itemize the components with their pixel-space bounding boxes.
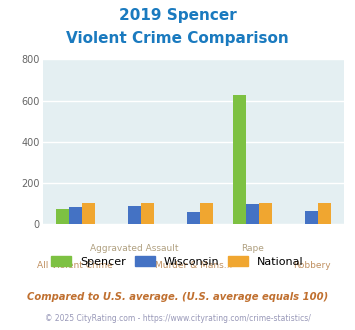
Text: Robbery: Robbery [293,260,331,270]
Bar [233,95,246,224]
Text: Rape: Rape [241,244,264,253]
Bar [200,203,213,224]
Bar [69,207,82,224]
Bar [128,206,141,224]
Text: Aggravated Assault: Aggravated Assault [90,244,179,253]
Bar [318,203,331,224]
Text: Compared to U.S. average. (U.S. average equals 100): Compared to U.S. average. (U.S. average … [27,292,328,302]
Text: Murder & Mans...: Murder & Mans... [155,260,232,270]
Legend: Spencer, Wisconsin, National: Spencer, Wisconsin, National [51,256,304,267]
Bar [259,203,272,224]
Bar [56,209,69,224]
Text: 2019 Spencer: 2019 Spencer [119,8,236,23]
Text: All Violent Crime: All Violent Crime [37,260,113,270]
Bar [246,204,259,224]
Bar [82,203,95,224]
Text: Violent Crime Comparison: Violent Crime Comparison [66,31,289,46]
Bar [187,212,200,224]
Bar [305,211,318,224]
Text: © 2025 CityRating.com - https://www.cityrating.com/crime-statistics/: © 2025 CityRating.com - https://www.city… [45,314,310,323]
Bar [141,203,154,224]
